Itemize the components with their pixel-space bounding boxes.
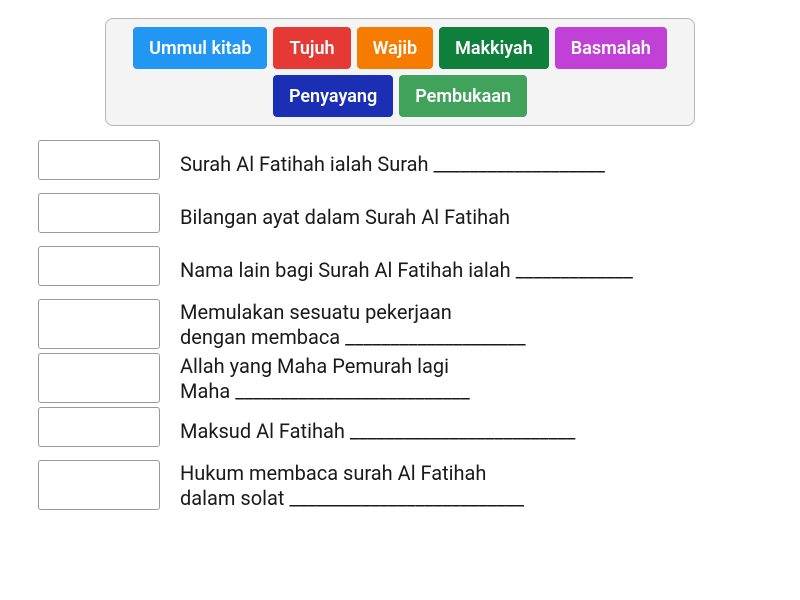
question-text: Hukum membaca surah Al Fatihahdalam sola… [180, 461, 524, 511]
question-row: Surah Al Fatihah ialah Surah ___________… [38, 140, 770, 188]
word-tile[interactable]: Tujuh [273, 27, 350, 69]
question-text: Maksud Al Fatihah ______________________… [180, 419, 575, 444]
question-row: Maksud Al Fatihah ______________________… [38, 407, 770, 455]
answer-drop-zone[interactable] [38, 193, 160, 233]
question-row: Nama lain bagi Surah Al Fatihah ialah __… [38, 246, 770, 294]
word-tile[interactable]: Penyayang [273, 75, 393, 117]
word-bank: Ummul kitabTujuhWajibMakkiyahBasmalah Pen… [105, 18, 695, 126]
answer-drop-zone[interactable] [38, 299, 160, 349]
word-tile[interactable]: Pembukaan [399, 75, 527, 117]
question-text: Nama lain bagi Surah Al Fatihah ialah __… [180, 258, 633, 283]
question-text: Bilangan ayat dalam Surah Al Fatihah [180, 205, 510, 230]
question-text: Allah yang Maha Pemurah lagiMaha _______… [180, 354, 470, 404]
word-tile[interactable]: Makkiyah [439, 27, 549, 69]
answer-drop-zone[interactable] [38, 353, 160, 403]
question-text: Surah Al Fatihah ialah Surah ___________… [180, 152, 605, 177]
answer-drop-zone[interactable] [38, 407, 160, 447]
answer-drop-zone[interactable] [38, 460, 160, 510]
answer-drop-zone[interactable] [38, 246, 160, 286]
word-tile[interactable]: Wajib [357, 27, 434, 69]
question-row: Bilangan ayat dalam Surah Al Fatihah [38, 193, 770, 241]
question-row: Memulakan sesuatu pekerjaandengan membac… [38, 299, 770, 351]
word-tile[interactable]: Ummul kitab [133, 27, 267, 69]
question-list: Surah Al Fatihah ialah Surah ___________… [30, 140, 770, 512]
question-row: Hukum membaca surah Al Fatihahdalam sola… [38, 460, 770, 512]
word-tile[interactable]: Basmalah [555, 27, 667, 69]
answer-drop-zone[interactable] [38, 140, 160, 180]
question-row: Allah yang Maha Pemurah lagiMaha _______… [38, 353, 770, 405]
question-text: Memulakan sesuatu pekerjaandengan membac… [180, 300, 526, 350]
